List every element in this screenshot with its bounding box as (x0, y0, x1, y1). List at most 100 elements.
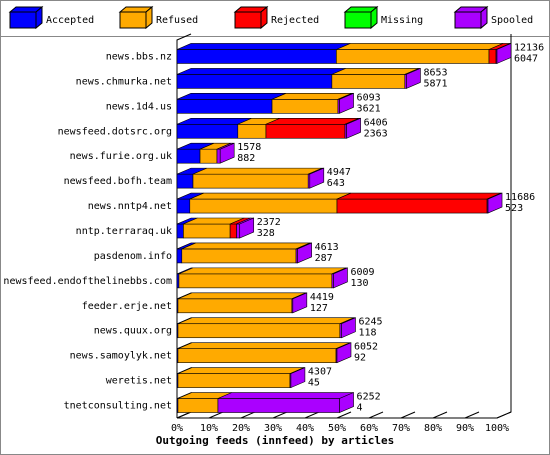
bar-segment (192, 173, 309, 189)
bar-top (176, 43, 351, 50)
y-tick-label: feeder.erje.net (82, 301, 172, 312)
bar-top (176, 68, 346, 75)
bar-top (265, 117, 360, 125)
x-axis-title: Outgoing feeds (innfeed) by articles (156, 434, 394, 447)
legend-swatch (119, 11, 147, 29)
y-tick-label: news.quux.org (94, 326, 172, 337)
offered-label: 11686 (505, 192, 535, 203)
x-tick-label: 10% (200, 423, 218, 434)
bar-side (333, 267, 348, 289)
bar-top (331, 68, 419, 75)
count-label: 130 (350, 278, 368, 289)
x-tick (496, 411, 512, 419)
y-tick-label: tnetconsulting.net (64, 401, 172, 412)
bar-top (336, 192, 502, 200)
legend-swatch (234, 11, 262, 29)
y-tick-label: news.bbs.nz (106, 51, 172, 62)
x-tick (240, 411, 256, 419)
count-label: 118 (358, 328, 376, 339)
count-label: 523 (505, 203, 523, 214)
y-tick-label: nntp.terraraq.uk (76, 226, 172, 237)
count-label: 287 (315, 253, 333, 264)
x-tick (432, 411, 448, 419)
bar-segment (176, 74, 333, 89)
bar-top (177, 367, 305, 374)
legend-label: Missing (381, 15, 423, 26)
bar-side (487, 192, 503, 214)
x-tick-label: 80% (424, 423, 442, 434)
offered-label: 6009 (350, 267, 374, 278)
x-tick-label: 50% (328, 423, 346, 434)
bar-segment (176, 148, 201, 164)
bar-side (297, 242, 312, 264)
y-tick-label: newsfeed.endofthelinebbs.com (3, 276, 172, 287)
x-tick-label: 0% (171, 423, 183, 434)
count-label: 3621 (357, 103, 381, 114)
bar-segment (236, 223, 241, 239)
y-tick-label: newsfeed.bofh.team (64, 176, 172, 187)
bar-segment (183, 223, 231, 239)
offered-label: 6245 (358, 317, 382, 328)
bar-side (239, 217, 255, 239)
bar-segment (229, 223, 237, 239)
offered-label: 4307 (308, 367, 332, 378)
bar-segment (189, 198, 338, 214)
x-tick-label: 90% (456, 423, 474, 434)
x-tick (464, 411, 480, 419)
bar-side (496, 43, 512, 64)
y-tick-label: news.nntp4.net (88, 201, 172, 212)
legend-label: Rejected (271, 15, 319, 26)
x-tick-label: 20% (232, 423, 250, 434)
bar-top (177, 292, 306, 300)
legend-swatch (454, 11, 482, 29)
offered-label: 6406 (364, 117, 388, 128)
x-tick-label: 30% (264, 423, 282, 434)
bar-side (336, 342, 352, 364)
x-tick (272, 411, 288, 419)
count-label: 328 (257, 228, 275, 239)
bar-segment (176, 99, 273, 114)
x-tick-label: 70% (392, 423, 410, 434)
bar-segment (176, 248, 183, 264)
bar-segment (217, 398, 340, 413)
x-tick-label: 60% (360, 423, 378, 434)
count-label: 92 (354, 353, 366, 364)
offered-label: 8653 (423, 67, 447, 78)
bar-segment (199, 148, 218, 164)
y-tick-label: newsfeed.dotsrc.org (58, 126, 172, 137)
bar-top (178, 267, 346, 275)
bar-side (219, 142, 235, 164)
bar-segment (176, 173, 194, 189)
bar-segment (176, 49, 337, 64)
bar-side (339, 392, 354, 413)
bar-segment (265, 123, 346, 139)
legend-swatch (344, 11, 372, 29)
x-tick (208, 411, 224, 419)
bar-top (336, 43, 504, 50)
bar-side (341, 317, 356, 339)
y-tick-label: news.chmurka.net (76, 76, 172, 87)
bar-segment (177, 373, 291, 388)
bar-top (192, 167, 323, 175)
y-tick-label: news.samoylyk.net (70, 351, 172, 362)
offered-label: 12136 (514, 42, 544, 53)
offered-label: 6093 (357, 92, 381, 103)
bar-segment (177, 348, 337, 363)
count-label: 643 (327, 178, 345, 189)
bar-top (177, 317, 354, 325)
count-label: 882 (237, 153, 255, 164)
bar-segment (176, 223, 184, 239)
legend-label: Accepted (46, 15, 94, 26)
bar-side (309, 167, 325, 189)
bar-segment (177, 398, 219, 413)
legend-label: Refused (156, 15, 198, 26)
offered-label: 4613 (315, 242, 339, 253)
offered-label: 1578 (237, 142, 261, 153)
x-tick (304, 411, 320, 419)
bar-top (189, 192, 352, 200)
bar-segment (271, 99, 339, 114)
bar-segment (237, 123, 267, 139)
bar-side (346, 117, 361, 139)
x-tick-label: 40% (296, 423, 314, 434)
bar-top (176, 93, 287, 100)
